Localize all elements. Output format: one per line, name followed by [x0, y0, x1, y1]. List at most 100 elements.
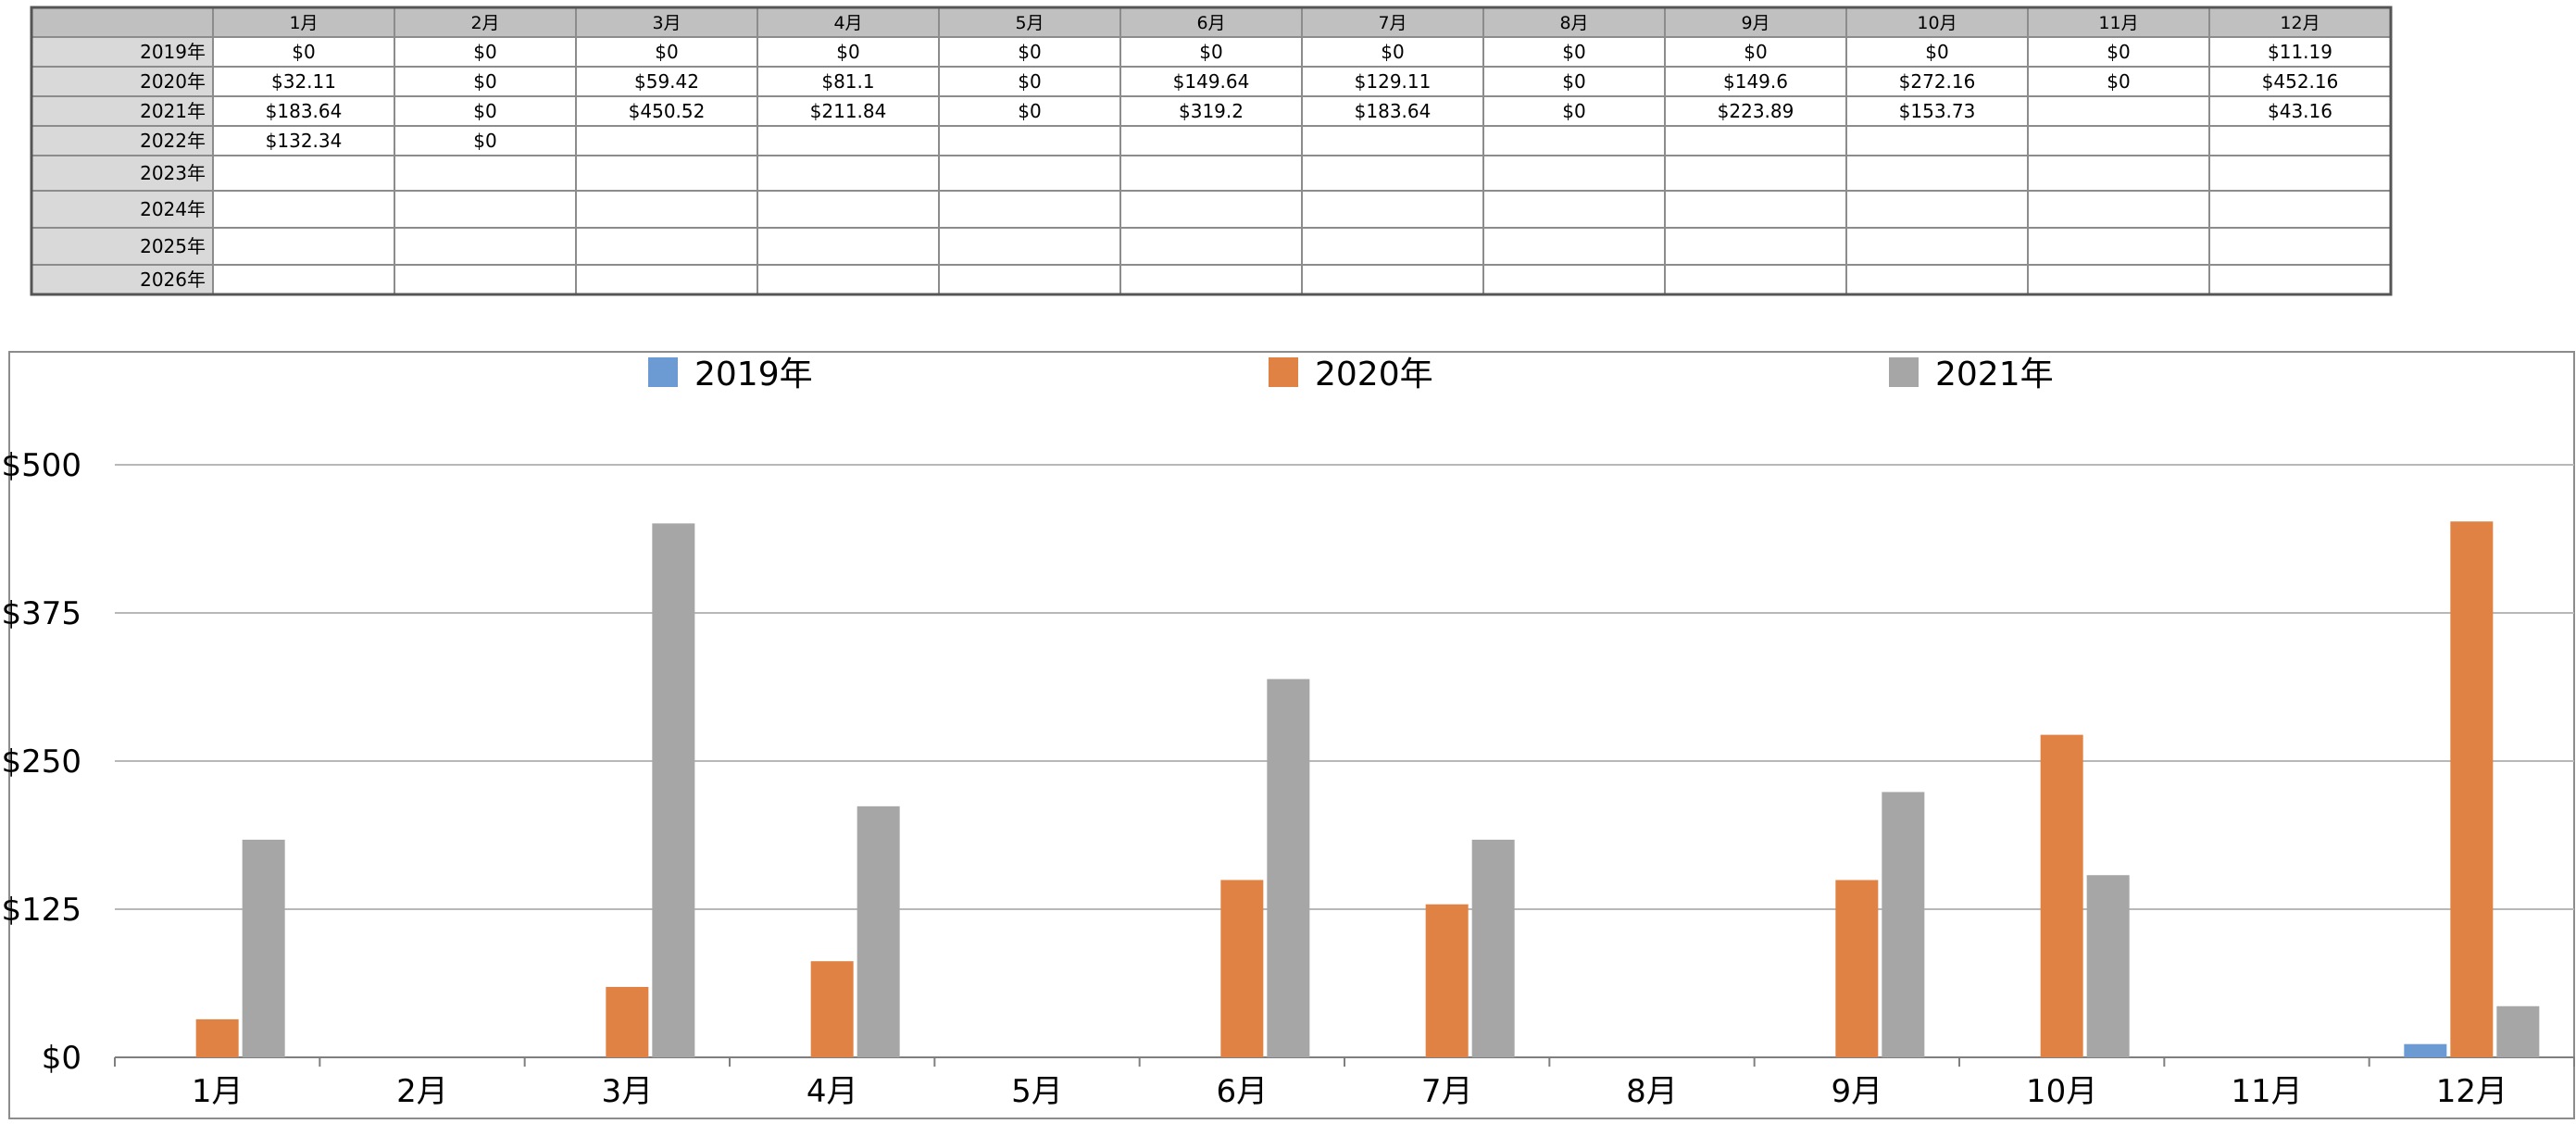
table-column-header: 1月 — [289, 13, 318, 33]
bar-2020年-12月 — [2450, 521, 2494, 1057]
table-cell: $149.6 — [1723, 70, 1788, 93]
table-cell: $0 — [2107, 41, 2130, 63]
table-column-header: 12月 — [2280, 13, 2320, 33]
bar-2021年-1月 — [242, 839, 285, 1057]
bar-2021年-12月 — [2496, 1005, 2540, 1057]
table-cell: $0 — [1018, 100, 1041, 122]
x-tick-label: 8月 — [1626, 1073, 1678, 1110]
bar-2020年-1月 — [195, 1018, 239, 1057]
table-row-label: 2026年 — [140, 269, 206, 291]
legend-label: 2019年 — [694, 356, 813, 393]
table-row-label: 2021年 — [140, 100, 206, 122]
table-column-header: 4月 — [833, 13, 862, 33]
table-cell: $450.52 — [629, 100, 706, 122]
table-cell: $0 — [473, 70, 496, 93]
x-tick-label: 9月 — [1832, 1073, 1883, 1110]
table-column-header: 6月 — [1196, 13, 1225, 33]
bar-2021年-6月 — [1267, 679, 1310, 1057]
table-column-header: 7月 — [1378, 13, 1407, 33]
x-tick-label: 7月 — [1421, 1073, 1473, 1110]
table-cell: $132.34 — [266, 130, 343, 152]
bar-2020年-4月 — [810, 961, 854, 1057]
legend-swatch — [648, 357, 678, 387]
x-tick-label: 10月 — [2026, 1073, 2097, 1110]
x-tick-label: 2月 — [396, 1073, 448, 1110]
bar-2021年-10月 — [2086, 875, 2130, 1057]
table-cell: $43.16 — [2268, 100, 2332, 122]
bar-2020年-9月 — [1835, 880, 1879, 1057]
y-tick-label: $0 — [42, 1040, 81, 1077]
bar-2021年-7月 — [1471, 839, 1515, 1057]
bar-2019年-12月 — [2404, 1043, 2447, 1057]
table-cell: $211.84 — [810, 100, 887, 122]
table-border — [30, 6, 2393, 296]
table-cell: $0 — [1562, 100, 1585, 122]
table-cell: $153.73 — [1899, 100, 1976, 122]
table-cell: $129.11 — [1355, 70, 1432, 93]
bar-2021年-4月 — [857, 806, 900, 1057]
table-column-header: 9月 — [1741, 13, 1769, 33]
table-cell: $0 — [836, 41, 859, 63]
table-cell: $452.16 — [2262, 70, 2339, 93]
table-row-label: 2022年 — [140, 130, 206, 152]
table-column-header: 10月 — [1917, 13, 1957, 33]
bar-2020年-6月 — [1220, 880, 1264, 1057]
y-tick-label: $125 — [1, 892, 81, 929]
table-row-label: 2024年 — [140, 198, 206, 220]
table-cell: $183.64 — [1355, 100, 1432, 122]
table-cell: $0 — [1562, 70, 1585, 93]
legend-label: 2021年 — [1935, 356, 2054, 393]
legend-label: 2020年 — [1315, 356, 1433, 393]
x-tick-label: 1月 — [192, 1073, 244, 1110]
table-column-header: 11月 — [2098, 13, 2138, 33]
table-cell: $223.89 — [1718, 100, 1794, 122]
table-cell: $0 — [1925, 41, 1948, 63]
table-cell: $0 — [473, 130, 496, 152]
data-table: 1月 2月 3月 4月 5月 6月 7月 8月 9月 10月 11月 12月 2019年 $0 $0 $0 $0… — [30, 6, 2393, 296]
y-tick-label: $250 — [1, 743, 81, 781]
x-tick-label: 4月 — [807, 1073, 858, 1110]
x-tick-label: 12月 — [2436, 1073, 2507, 1110]
table-cell: $0 — [473, 41, 496, 63]
legend-swatch — [1269, 357, 1298, 387]
bar-2021年-9月 — [1882, 792, 1925, 1057]
table-cell: $149.64 — [1173, 70, 1250, 93]
table-column-header: 8月 — [1559, 13, 1588, 33]
table-cell: $0 — [292, 41, 315, 63]
x-tick-label: 5月 — [1011, 1073, 1063, 1110]
legend-swatch — [1889, 357, 1919, 387]
table-cell: $0 — [1199, 41, 1222, 63]
table-cell: $0 — [1744, 41, 1767, 63]
table-cell: $0 — [1018, 41, 1041, 63]
x-tick-label: 11月 — [2231, 1073, 2302, 1110]
y-tick-label: $500 — [1, 447, 81, 484]
table-row-label: 2025年 — [140, 235, 206, 257]
bar-2020年-7月 — [1425, 904, 1469, 1057]
table-header-band — [31, 7, 2391, 37]
table-column-header: 5月 — [1015, 13, 1044, 33]
table-cell: $272.16 — [1899, 70, 1976, 93]
table-cell: $11.19 — [2268, 41, 2332, 63]
table-cell: $319.2 — [1179, 100, 1244, 122]
x-tick-label: 6月 — [1217, 1073, 1269, 1110]
table-cell: $0 — [473, 100, 496, 122]
table-cell: $81.1 — [821, 70, 874, 93]
bar-2020年-10月 — [2040, 734, 2083, 1057]
table-cell: $0 — [655, 41, 678, 63]
table-row-label: 2020年 — [140, 70, 206, 93]
table-cell: $0 — [1381, 41, 1404, 63]
table-cell: $0 — [1562, 41, 1585, 63]
table-row-label: 2019年 — [140, 41, 206, 63]
table-cell: $183.64 — [266, 100, 343, 122]
y-tick-label: $375 — [1, 595, 81, 632]
table-row-label: 2023年 — [140, 162, 206, 184]
table-cell: $32.11 — [271, 70, 336, 93]
table-row-label-band — [31, 37, 213, 294]
table-cell: $0 — [1018, 70, 1041, 93]
table-column-header: 3月 — [652, 13, 681, 33]
bar-chart: $0 $125 $250 $375 $500 1月 2月 3月 4月 5月 6月 7月 8月 9月 10月 1… — [1, 351, 2575, 1119]
x-tick-label: 3月 — [602, 1073, 654, 1110]
bar-2021年-3月 — [652, 523, 695, 1057]
table-cell: $0 — [2107, 70, 2130, 93]
